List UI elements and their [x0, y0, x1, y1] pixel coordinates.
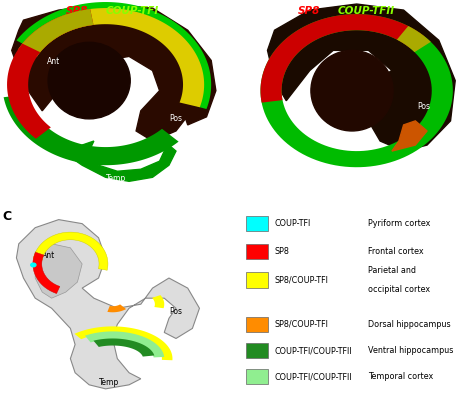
PathPatch shape	[261, 14, 425, 103]
Text: Pos: Pos	[169, 307, 182, 316]
PathPatch shape	[7, 9, 93, 139]
Polygon shape	[267, 4, 455, 151]
Polygon shape	[35, 244, 82, 298]
FancyBboxPatch shape	[246, 317, 267, 332]
PathPatch shape	[22, 9, 93, 52]
Polygon shape	[12, 4, 216, 141]
FancyBboxPatch shape	[246, 216, 267, 231]
Ellipse shape	[31, 263, 36, 267]
PathPatch shape	[93, 339, 155, 357]
PathPatch shape	[4, 94, 179, 165]
Text: COUP-TFI/COUP-TFII: COUP-TFI/COUP-TFII	[274, 346, 352, 355]
PathPatch shape	[33, 252, 60, 294]
PathPatch shape	[108, 304, 126, 312]
Text: COUP-TFI/COUP-TFII: COUP-TFI/COUP-TFII	[274, 372, 352, 381]
PathPatch shape	[397, 26, 431, 52]
Text: Pos: Pos	[169, 114, 182, 123]
Text: Pyriform cortex: Pyriform cortex	[368, 219, 431, 228]
PathPatch shape	[33, 232, 108, 270]
Text: COUP-TFI: COUP-TFI	[106, 6, 159, 16]
Text: A: A	[9, 6, 19, 19]
Text: SP8: SP8	[274, 247, 290, 256]
Text: Parietal and: Parietal and	[368, 267, 416, 276]
Text: Ant: Ant	[42, 251, 55, 260]
Text: Frontal cortex: Frontal cortex	[368, 247, 424, 256]
FancyBboxPatch shape	[246, 343, 267, 358]
Text: SP8: SP8	[66, 6, 88, 16]
Ellipse shape	[311, 50, 393, 131]
Text: Dorsal hippocampus: Dorsal hippocampus	[368, 320, 451, 329]
PathPatch shape	[85, 331, 164, 357]
Text: occipital cortex: occipital cortex	[368, 285, 430, 294]
Text: Temporal cortex: Temporal cortex	[368, 372, 434, 381]
Text: SP8: SP8	[298, 6, 320, 16]
FancyBboxPatch shape	[246, 272, 267, 288]
Text: Ventral hippocampus: Ventral hippocampus	[368, 346, 454, 355]
Polygon shape	[17, 220, 200, 389]
FancyBboxPatch shape	[246, 244, 267, 259]
Text: Temp: Temp	[99, 378, 119, 387]
Text: SP8/COUP-TFI: SP8/COUP-TFI	[274, 320, 328, 329]
Text: Temp: Temp	[106, 174, 126, 183]
PathPatch shape	[17, 2, 211, 109]
PathPatch shape	[261, 14, 453, 167]
Text: C: C	[2, 209, 11, 222]
Text: Pos: Pos	[418, 102, 431, 111]
PathPatch shape	[152, 295, 164, 308]
PathPatch shape	[18, 8, 204, 107]
Ellipse shape	[48, 42, 130, 119]
Text: COUP-TFII: COUP-TFII	[338, 6, 395, 16]
Text: 8 PCW: 8 PCW	[178, 6, 208, 15]
Polygon shape	[71, 137, 176, 181]
Text: B: B	[249, 6, 258, 19]
FancyBboxPatch shape	[246, 369, 267, 384]
Text: COUP-TFI: COUP-TFI	[274, 219, 311, 228]
Text: Ant: Ant	[47, 58, 60, 67]
PathPatch shape	[74, 326, 173, 360]
Text: SP8/COUP-TFI: SP8/COUP-TFI	[274, 276, 328, 285]
Polygon shape	[392, 121, 427, 151]
